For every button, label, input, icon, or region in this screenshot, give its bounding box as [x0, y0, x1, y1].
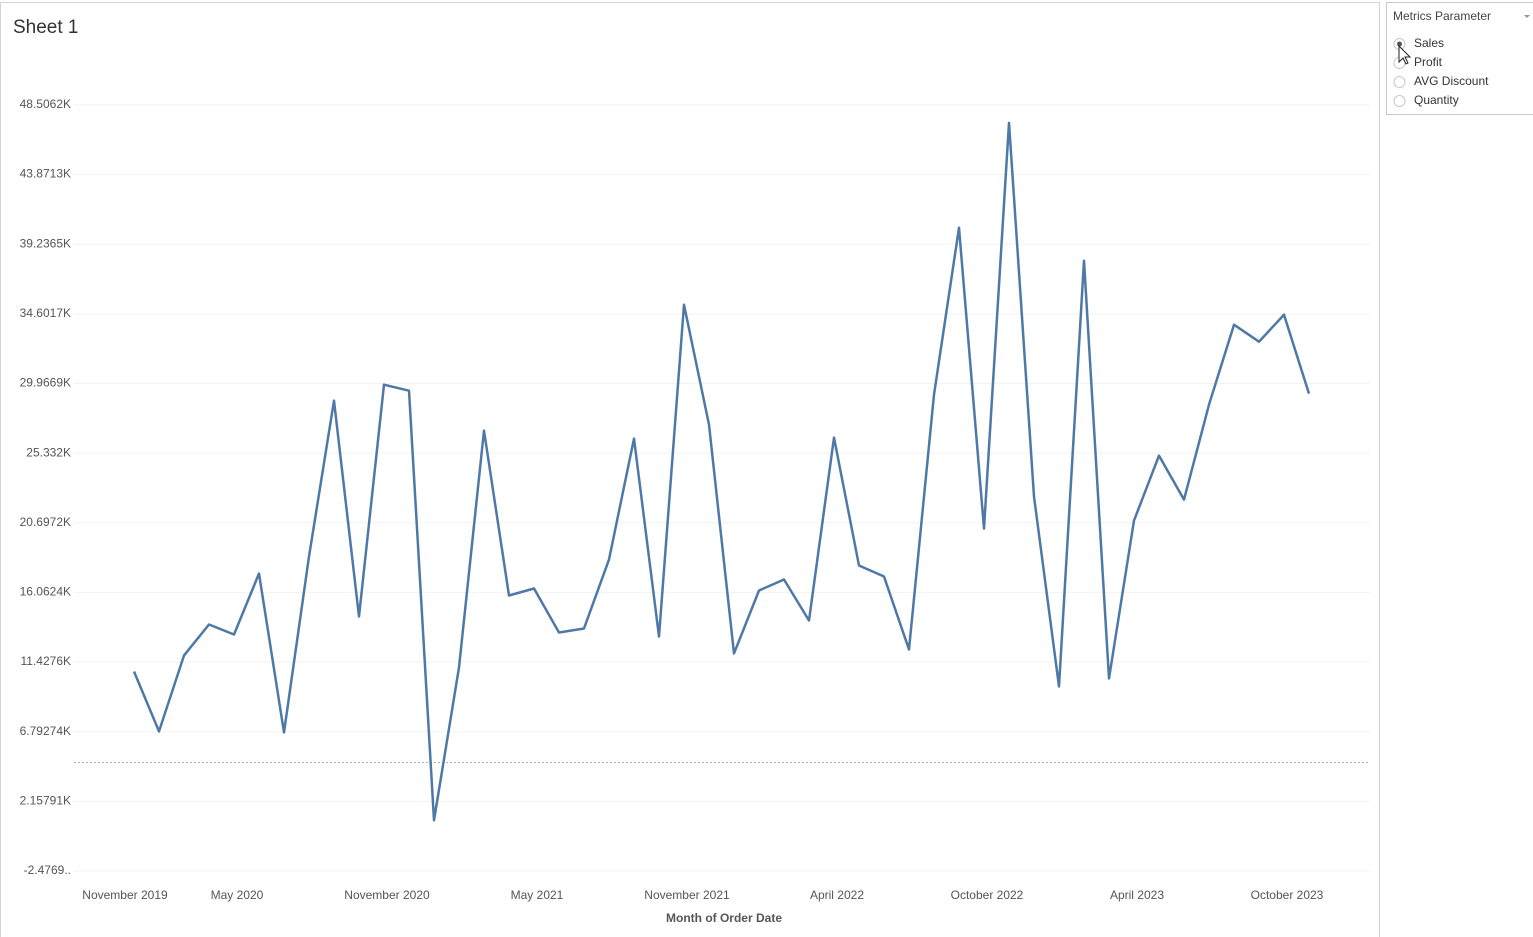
y-tick-label: 34.6017K — [20, 306, 71, 320]
chart-title: Sheet 1 — [13, 17, 79, 38]
y-tick-label: 48.5062K — [20, 97, 71, 111]
cursor — [1398, 44, 1412, 65]
x-tick-label: November 2019 — [82, 888, 168, 902]
parameter-panel — [1386, 2, 1533, 115]
dropdown-arrow[interactable] — [1524, 15, 1530, 18]
y-tick-label: -2.4769.. — [24, 863, 71, 877]
line-series — [132, 121, 1311, 822]
x-axis-title: Month of Order Date — [666, 911, 782, 925]
y-tick-label: 11.4276K — [21, 654, 72, 668]
x-tick-label: October 2022 — [951, 888, 1024, 902]
x-tick-label: April 2022 — [810, 888, 864, 902]
radio-label[interactable]: Sales — [1414, 36, 1444, 50]
x-tick-label: October 2023 — [1251, 888, 1324, 902]
y-tick-label: 25.332K — [26, 445, 71, 459]
y-tick-label: 16.0624K — [20, 585, 71, 599]
y-tick-label: 2.15791K — [20, 794, 71, 808]
y-tick-label: 29.9669K — [20, 376, 71, 390]
sheet-frame — [0, 2, 1380, 937]
radio-button[interactable] — [1393, 76, 1406, 88]
radio-dot — [1397, 41, 1402, 47]
x-tick-label: May 2020 — [211, 888, 264, 902]
y-tick-label: 20.6972K — [20, 515, 71, 529]
radio-label[interactable]: Profit — [1414, 55, 1443, 69]
y-tick-label: 6.79274K — [20, 724, 71, 738]
x-tick-label: November 2021 — [644, 888, 730, 902]
y-tick-label: 39.2365K — [20, 236, 71, 250]
radio-label[interactable]: AVG Discount — [1414, 74, 1489, 88]
radio-label[interactable]: Quantity — [1414, 93, 1459, 107]
x-tick-label: April 2023 — [1110, 888, 1164, 902]
x-tick-label: November 2020 — [344, 888, 430, 902]
x-tick-label: May 2021 — [511, 888, 564, 902]
parameter-title: Metrics Parameter — [1393, 9, 1491, 23]
radio-button[interactable] — [1393, 95, 1406, 107]
y-tick-label: 43.8713K — [20, 167, 71, 181]
